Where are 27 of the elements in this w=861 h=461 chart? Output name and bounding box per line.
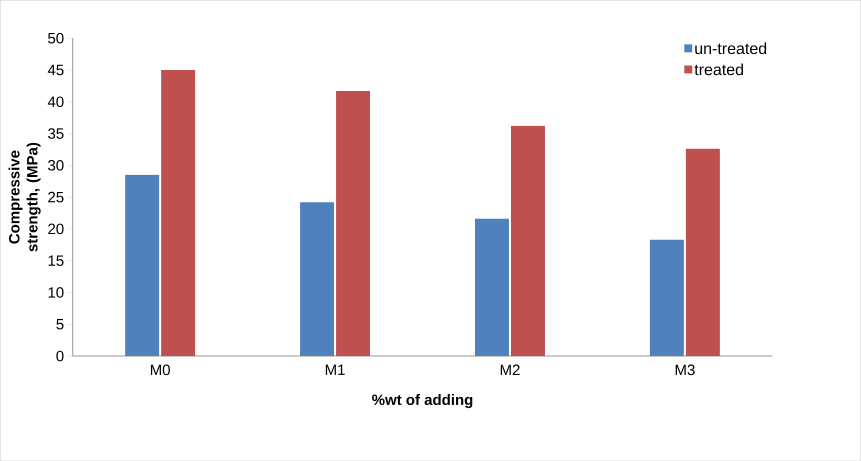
bar xyxy=(125,174,160,356)
bar xyxy=(474,218,509,356)
x-tick-label: M0 xyxy=(150,364,170,376)
bar xyxy=(161,70,196,356)
y-tick-label: 45 xyxy=(48,64,64,76)
y-tick-label: 10 xyxy=(48,287,64,298)
y-tick-label: 40 xyxy=(48,96,64,107)
y-tick-label: 50 xyxy=(48,32,64,44)
x-tick-label: M3 xyxy=(676,364,695,376)
y-tick-label: 15 xyxy=(48,255,64,266)
y-tick-label: 30 xyxy=(48,160,64,171)
legend-label: un-treated xyxy=(695,42,766,54)
y-axis-title: Compressive strength, (MPa) xyxy=(8,142,41,252)
bar xyxy=(686,148,720,356)
y-tick-label: 20 xyxy=(48,223,64,234)
x-tick-label: M2 xyxy=(500,364,520,375)
bar xyxy=(650,240,684,356)
y-tick-label: 35 xyxy=(48,128,64,139)
y-tick-label: 5 xyxy=(56,318,64,330)
x-tick-label: M1 xyxy=(326,364,345,375)
y-tick-label: 0 xyxy=(56,350,64,362)
bar xyxy=(510,126,545,356)
y-tick-label: 25 xyxy=(48,192,64,202)
bar xyxy=(336,90,370,356)
legend-label: treated xyxy=(694,63,744,76)
x-axis-title: %wt of adding xyxy=(372,394,472,408)
bar xyxy=(300,202,334,356)
